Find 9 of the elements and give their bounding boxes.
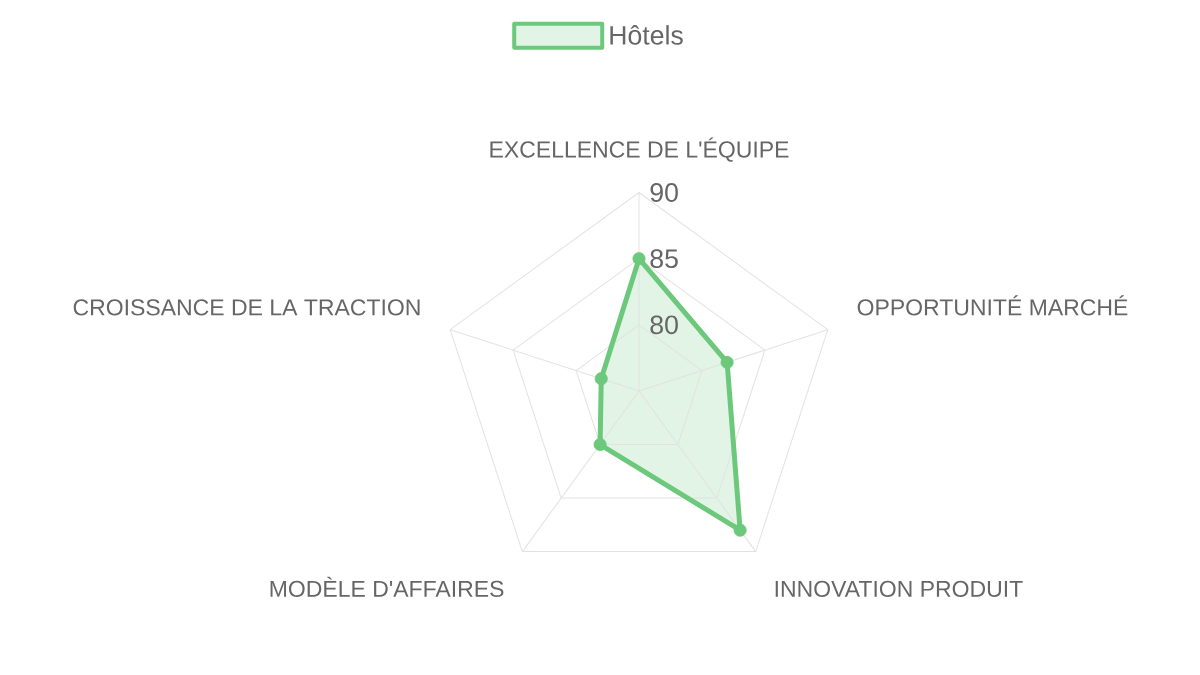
spoke-label: EXCELLENCE DE L'ÉQUIPE bbox=[490, 137, 789, 162]
legend-label: Hôtels bbox=[610, 25, 683, 45]
y-tick-label: 80 bbox=[650, 315, 678, 335]
y-tick-label: 85 bbox=[650, 249, 678, 269]
y-tick-label: 90 bbox=[650, 183, 678, 202]
spoke-label: INNOVATION PRODUIT bbox=[775, 580, 1023, 598]
spoke-label: CROISSANCE DE LA TRACTION bbox=[73, 299, 420, 316]
spoke-label: MODÈLE D'AFFAIRES bbox=[270, 576, 504, 598]
spoke-label: OPPORTUNITÉ MARCHÉ bbox=[857, 295, 1128, 316]
